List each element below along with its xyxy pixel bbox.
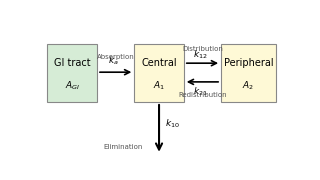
Bar <box>221 44 276 102</box>
Text: $k_a$: $k_a$ <box>108 54 118 67</box>
Bar <box>134 44 184 102</box>
Text: Central: Central <box>141 58 177 68</box>
Text: $A_1$: $A_1$ <box>153 79 165 92</box>
Text: $A_2$: $A_2$ <box>242 79 254 92</box>
Text: $k_{10}$: $k_{10}$ <box>165 118 180 130</box>
Text: Elimination: Elimination <box>103 144 143 150</box>
Text: Peripheral: Peripheral <box>223 58 273 68</box>
Text: $k_{12}$: $k_{12}$ <box>193 48 208 61</box>
Text: $A_{GI}$: $A_{GI}$ <box>65 79 80 92</box>
Text: Redistribution: Redistribution <box>178 92 227 98</box>
Text: Absorption: Absorption <box>97 54 134 60</box>
Bar <box>47 44 97 102</box>
Text: GI tract: GI tract <box>54 58 91 68</box>
Text: Distribution: Distribution <box>182 46 223 52</box>
Text: $k_{21}$: $k_{21}$ <box>193 85 208 98</box>
